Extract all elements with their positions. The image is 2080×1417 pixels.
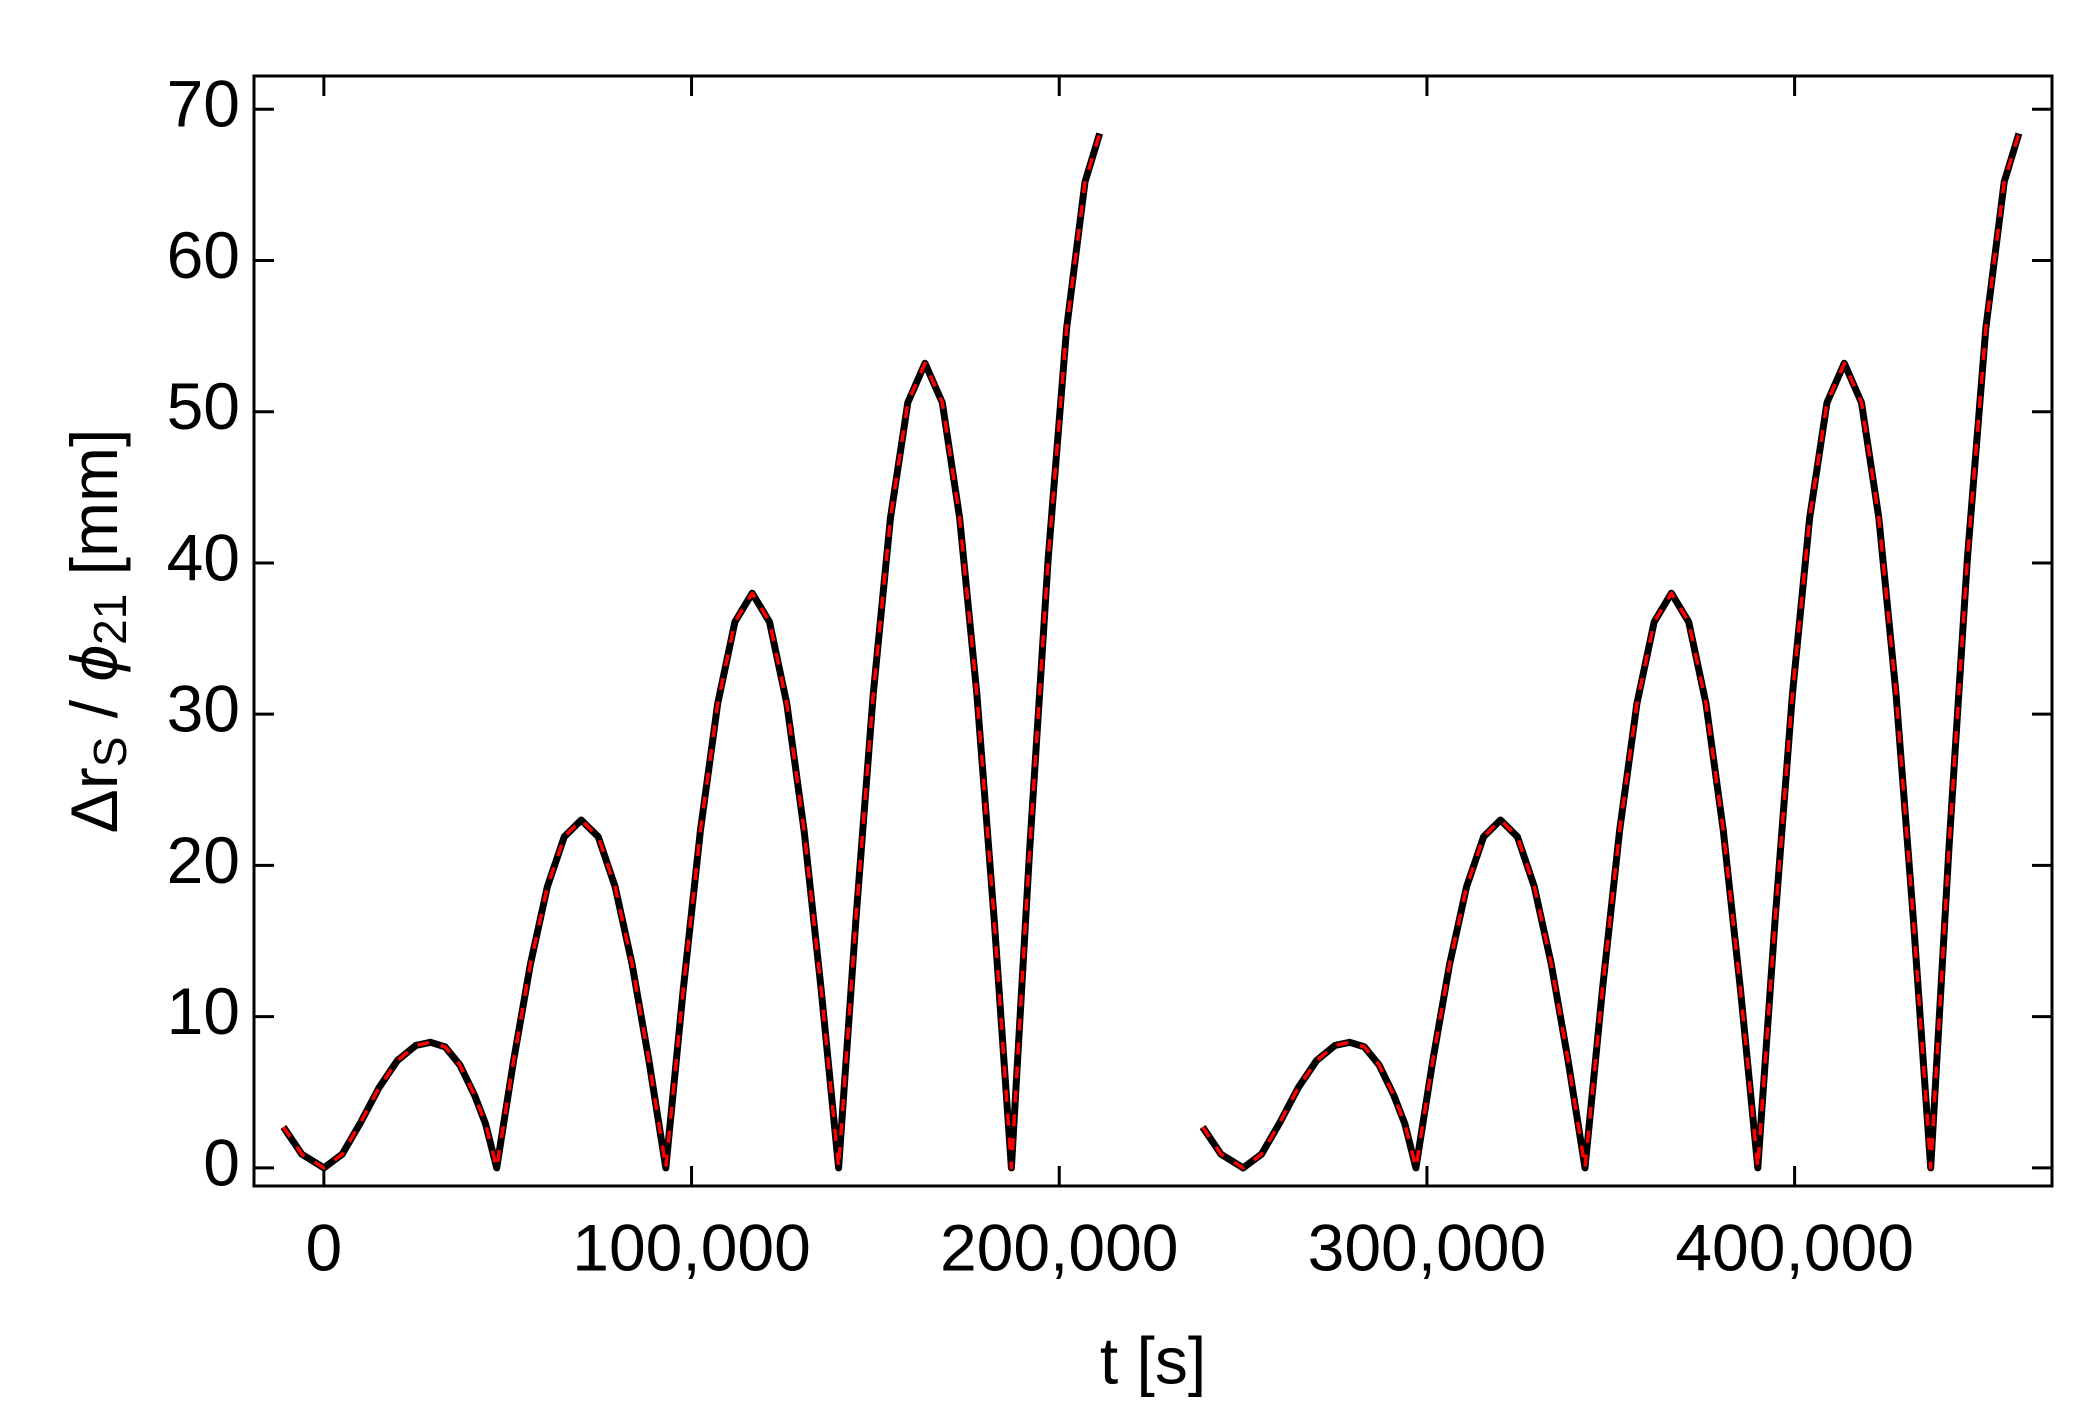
- x-tick-label: 0: [306, 1210, 343, 1284]
- y-tick-label: 30: [167, 672, 240, 746]
- x-tick-label: 200,000: [940, 1210, 1179, 1284]
- x-axis-label: t [s]: [1100, 1323, 1206, 1397]
- y-label-part: [mm]: [57, 429, 131, 594]
- y-axis-label: ΔrS / ϕ21 [mm]: [57, 429, 136, 834]
- y-tick-label: 70: [167, 67, 240, 141]
- y-tick-label: 20: [167, 823, 240, 897]
- y-label-part: ϕ: [57, 645, 131, 682]
- y-tick-label: 0: [203, 1125, 240, 1199]
- y-tick-label: 40: [167, 520, 240, 594]
- series-line: [281, 132, 2021, 1170]
- x-tick-label: 300,000: [1308, 1210, 1547, 1284]
- y-label-part: Δr: [57, 767, 131, 833]
- x-tick-label: 400,000: [1675, 1210, 1914, 1284]
- y-label-part: /: [57, 682, 131, 737]
- y-tick-label: 60: [167, 218, 240, 292]
- y-label-sub: S: [84, 737, 136, 768]
- series-line: [280, 132, 2023, 1172]
- y-tick-label: 50: [167, 369, 240, 443]
- y-label-sub: 21: [84, 594, 136, 645]
- plot-frame: [252, 74, 2054, 1188]
- y-tick-label: 10: [167, 974, 240, 1048]
- x-tick-label: 100,000: [572, 1210, 811, 1284]
